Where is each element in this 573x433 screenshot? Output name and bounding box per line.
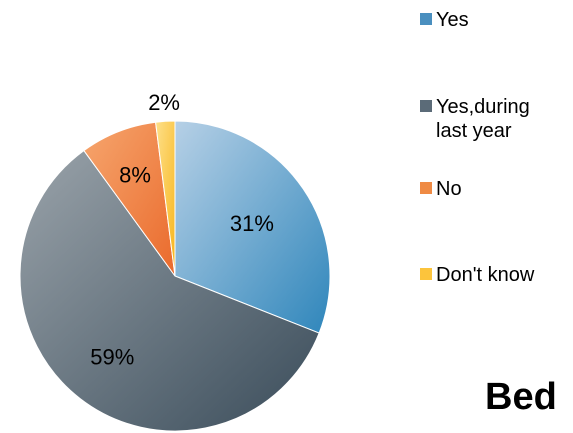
data-label-dont-know: 2% bbox=[148, 90, 180, 115]
legend-swatch-yes-during-last-year bbox=[420, 100, 432, 112]
legend-label-dont-know: Don't know bbox=[436, 264, 535, 286]
legend-swatch-dont-know bbox=[420, 268, 432, 280]
pie-data-labels: 31% 59% 8% 2% bbox=[90, 90, 274, 369]
pie-slice-dont-know bbox=[155, 120, 176, 277]
cropped-heading-text: Bed bbox=[485, 376, 557, 418]
legend-item-dont-know: Don't know bbox=[420, 263, 534, 287]
legend-item-no: No bbox=[420, 177, 462, 201]
legend-item-yes: Yes bbox=[420, 8, 469, 32]
data-label-no: 8% bbox=[119, 163, 151, 188]
legend-swatch-no bbox=[420, 182, 432, 194]
data-label-yes: 31% bbox=[230, 211, 274, 236]
legend-label-yes-during-last-year: Yes,during last year bbox=[436, 96, 530, 142]
pie-slice-yes bbox=[174, 120, 331, 334]
legend-label-yes: Yes bbox=[436, 9, 469, 31]
legend-swatch-yes bbox=[420, 13, 432, 25]
legend-label-no: No bbox=[436, 178, 462, 200]
pie-slice-yes-during-last-year bbox=[19, 149, 320, 432]
pie-slices bbox=[19, 120, 331, 432]
data-label-yes-during-last-year: 59% bbox=[90, 344, 134, 369]
legend-item-yes-during-last-year: Yes,during last year bbox=[420, 95, 530, 143]
